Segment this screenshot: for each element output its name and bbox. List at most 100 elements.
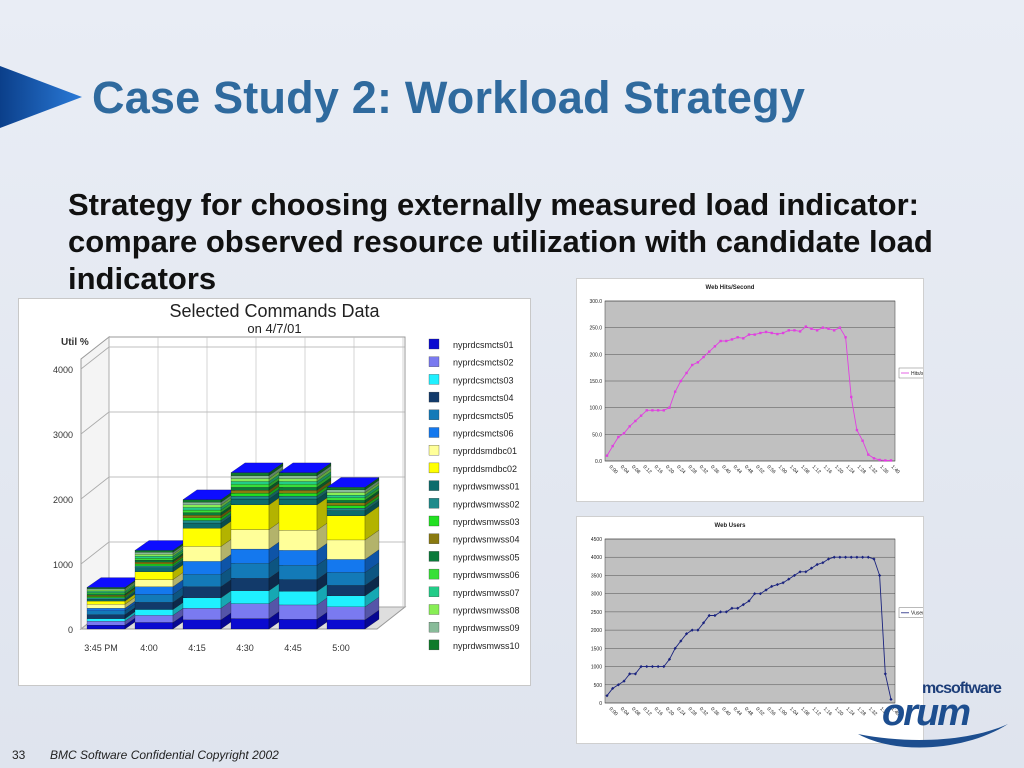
legend-swatch [428,480,440,491]
bar-segment [326,595,366,608]
legend-label: nyprdwsmwss07 [453,588,520,598]
data-point [656,409,660,412]
x-tick-label: 1:16 [822,464,833,475]
bar-segment [230,563,270,579]
bar-segment [326,489,366,493]
y-tick-label: 3000 [591,592,602,598]
bar-segment [134,558,174,561]
bar-segment [182,561,222,575]
x-tick-label: 0:12 [641,706,652,717]
x-tick-label: 1:36 [878,464,889,475]
y-tick-label: 50.0 [592,432,602,438]
bar-segment [134,554,174,557]
y-tick-label: 2000 [591,628,602,634]
x-tick-label: 1:40 [890,464,901,475]
data-point [821,326,825,329]
data-point [730,606,734,610]
x-tick-label: 1:40 [890,706,901,717]
bar-segment [134,609,174,616]
legend-label: nyprdwsmwss10 [453,641,520,651]
bar-segment [182,507,222,511]
bar-segment [86,600,126,605]
bar-segment [230,548,270,564]
bar-segment [230,490,270,494]
x-tick-label: 0:52 [754,706,765,717]
bar-segment [230,529,270,550]
bar-segment [278,565,318,580]
data-point [691,363,694,367]
y-tick-label: 4000 [591,555,602,561]
slide-title: Case Study 2: Workload Strategy [92,72,806,123]
bmc-forum-logo: mcsoftware orum [858,676,1018,756]
legend-label: nyprdwsmwss03 [453,517,520,527]
bar-segment [278,619,318,630]
y-tick-label: 3500 [591,573,602,579]
legend-swatch [428,498,440,509]
legend-swatch [428,427,440,438]
legend-label: Vusers [911,611,923,617]
data-point [770,584,774,588]
bar-segment [134,586,174,595]
x-tick-label: 1:20 [833,706,844,717]
x-tick-label: 0:40 [720,464,731,475]
data-point [747,599,751,603]
bar-segment [86,614,126,619]
x-tick-label: 1:32 [867,464,878,475]
legend-swatch [428,533,440,544]
bar-segment [182,574,222,587]
x-tick-label: 1:28 [856,706,867,717]
bar-segment [326,585,366,596]
bar-segment [278,530,318,551]
legend-swatch [428,586,440,597]
y-tick-label: 3000 [53,430,73,440]
x-tick-label: 0:44 [732,464,743,475]
x-tick-label: 1:04 [788,706,799,717]
stacked-bar-plot: 0 1000 2000 3000 4000 Util % 3:45 PM 4:00 4:15 4:… [53,335,520,653]
grid-line-diagonal [80,346,110,370]
data-point [872,457,876,460]
bar-segment [326,539,366,560]
x-tick-label: 1:36 [878,706,889,717]
x-tick-label: 1:32 [867,706,878,717]
bar-segment [326,502,366,506]
data-point [838,555,842,559]
logo-top-text: mcsoftware [922,680,1002,697]
x-tick-label: 1:00 [777,464,788,475]
data-point [889,459,893,462]
x-tick-label: 0:28 [687,464,698,475]
x-tick-label: 0:40 [720,706,731,717]
bar-segment [182,528,222,547]
legend-label: Hits/sec [911,371,923,377]
logo-swoosh-icon [858,724,1008,748]
data-point [861,439,864,442]
data-point [793,329,796,332]
bar-segment [182,522,222,529]
x-tick-label: 1:00 [777,706,788,717]
bar-segment [134,594,174,603]
data-point [605,454,609,457]
data-point [850,395,853,399]
data-point [798,330,802,333]
x-tick-label: 1:08 [799,464,810,475]
x-tick-label: 5:00 [332,643,350,653]
x-tick-label: 1:08 [799,706,810,717]
bar-segment [182,520,222,524]
bar-segment [86,599,126,602]
legend-swatch [428,445,440,456]
bar-segment [326,505,366,509]
y-tick-label: 300.0 [589,299,602,305]
bar-segment [326,492,366,496]
bar-segment [278,495,318,500]
y-tick-label: 1500 [591,646,602,652]
legend-label: nyprdcsmcts05 [453,411,514,421]
x-tick-label: 1:12 [811,706,822,717]
x-tick-label: 0:16 [653,464,664,475]
legend-label: nyprdcsmcts02 [453,358,514,368]
data-point [804,325,807,328]
x-tick-label: 3:45 PM [84,643,118,653]
data-point [645,664,649,669]
data-point [673,390,677,393]
x-tick-label: 1:12 [811,464,822,475]
bar-segment [182,597,222,609]
legend-label: nyprdcsmcts04 [453,393,514,403]
